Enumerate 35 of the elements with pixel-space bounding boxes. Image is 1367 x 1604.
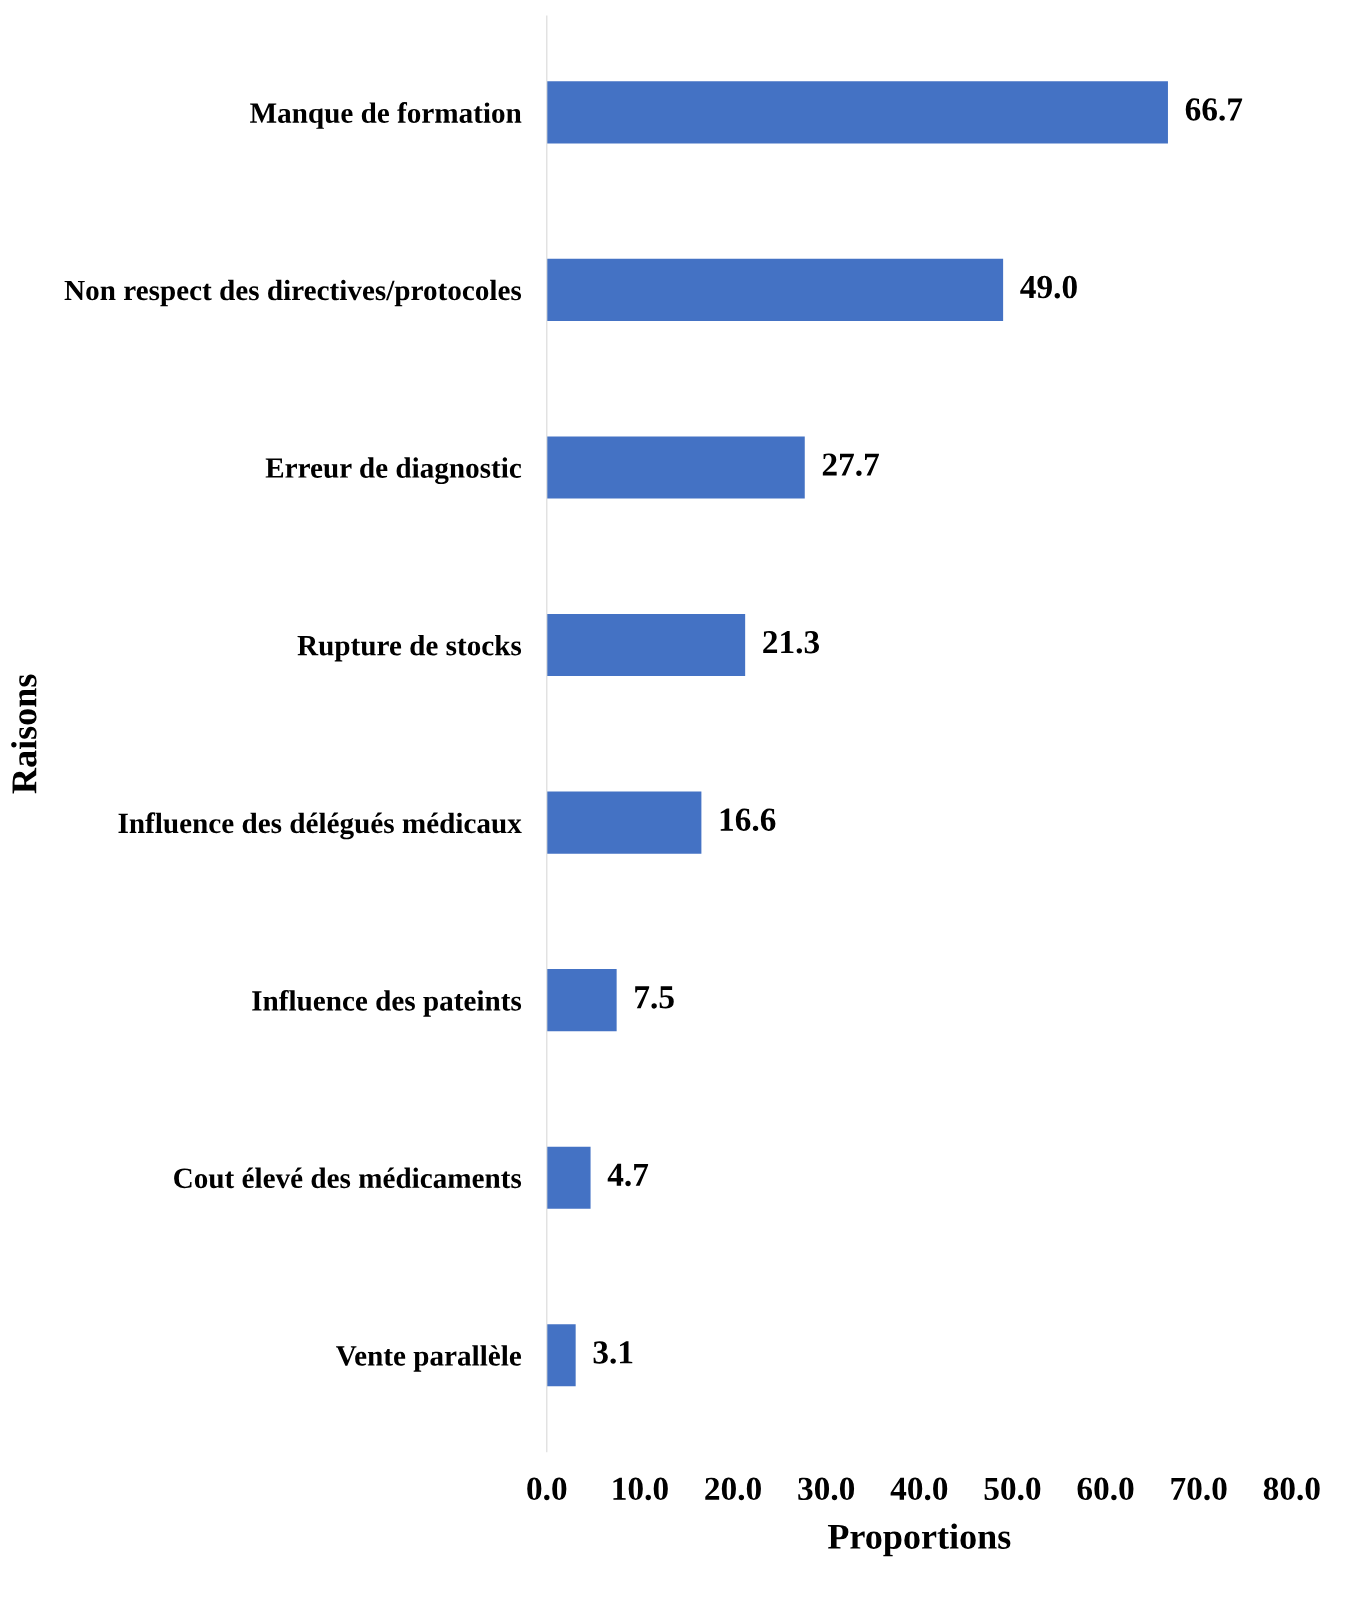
y-axis-title: Raisons (11, 674, 37, 794)
x-tick-label: 40.0 (890, 1477, 948, 1501)
x-tick-label: 50.0 (984, 1477, 1041, 1501)
x-tick-label: 20.0 (705, 1477, 761, 1501)
bar (546, 791, 702, 854)
y-tick-label: Erreur de diagnostic (265, 457, 522, 485)
x-tick-label: 0.0 (527, 1477, 567, 1501)
y-tick-label: Manque de formation (250, 102, 522, 129)
data-label: 7.5 (635, 986, 674, 1009)
bar (546, 613, 746, 677)
x-axis-title: Proportions (827, 1523, 1011, 1557)
bar (546, 1324, 576, 1387)
y-tick-label: Cout élevé des médicaments (174, 1167, 522, 1189)
y-tick-label: Rupture de stocks (297, 634, 522, 662)
data-label: 27.7 (822, 453, 879, 476)
bar (546, 1146, 591, 1209)
data-label: 49.0 (1020, 275, 1077, 299)
x-tick-label: 80.0 (1263, 1477, 1320, 1501)
data-label: 16.6 (720, 808, 776, 832)
bar (546, 969, 617, 1032)
data-label: 21.3 (763, 630, 820, 654)
bar (546, 81, 1168, 144)
x-tick-label: 70.0 (1171, 1477, 1227, 1501)
data-label: 4.7 (607, 1163, 649, 1187)
bar (546, 436, 805, 499)
x-tick-label: 60.0 (1077, 1477, 1134, 1501)
data-label: 3.1 (593, 1341, 633, 1364)
y-tick-label: Influence des pateints (252, 989, 522, 1017)
y-tick-label: Non respect des directives/protocoles (64, 279, 522, 307)
y-tick-label: Influence des délégués médicaux (118, 812, 522, 840)
x-tick-label: 30.0 (798, 1477, 855, 1501)
data-label: 66.7 (1185, 98, 1243, 121)
y-tick-label: Vente parallèle (336, 1345, 522, 1372)
bar (546, 258, 1004, 321)
x-tick-label: 10.0 (613, 1477, 668, 1501)
